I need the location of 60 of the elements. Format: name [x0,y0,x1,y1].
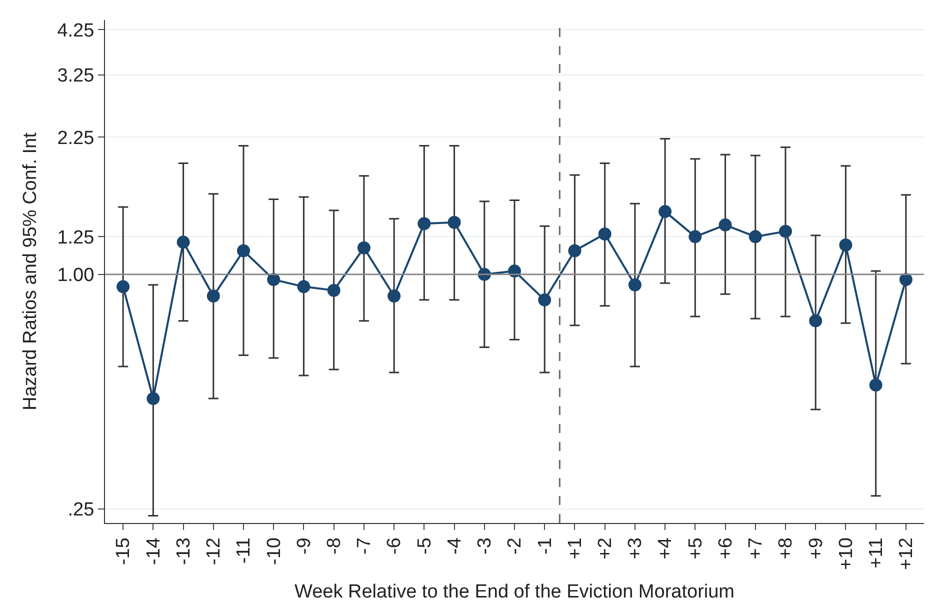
point [869,378,882,392]
point [748,230,762,244]
x-tick-label: -10 [264,538,285,566]
point [628,278,642,292]
y-tick-label: 1.00 [57,265,94,286]
point [538,293,552,306]
point [176,236,190,249]
point [418,217,431,230]
x-tick-label: -12 [204,538,225,566]
y-tick-label: 3.25 [57,66,94,87]
y-tick-label: .25 [68,500,94,521]
point [237,244,250,258]
point [357,241,370,254]
x-tick-label: +6 [715,538,736,560]
x-tick-label: +8 [776,538,797,560]
x-tick-label: -9 [294,538,315,555]
point [688,230,702,244]
point [778,224,792,238]
point [327,284,340,297]
x-tick-label: -15 [113,538,134,566]
x-tick-label: -14 [143,537,164,566]
x-tick-label: -7 [354,538,376,555]
x-axis-title: Week Relative to the End of the Eviction Moratorium [294,582,735,603]
x-tick-label: +9 [806,538,827,560]
x-tick-label: -1 [534,538,556,555]
x-tick-label: -3 [474,538,496,555]
x-tick-label: -13 [173,538,194,566]
point [448,216,461,229]
point [839,238,852,252]
point [598,227,612,240]
x-tick-label: +1 [564,538,586,560]
y-axis-title: Hazard Ratios and 95% Conf. Int [20,132,42,410]
point [809,314,822,328]
point [297,280,310,294]
x-tick-label: +10 [836,538,857,570]
x-tick-label: -11 [234,538,255,564]
x-tick-label: +5 [685,538,706,560]
x-tick-label: +3 [625,538,646,560]
point [899,273,912,286]
point [116,280,130,294]
point [146,392,160,406]
y-tick-label: 2.25 [57,128,94,149]
x-tick-label: -5 [414,538,436,555]
x-tick-label: +2 [595,538,616,560]
y-tick-label: 4.25 [57,20,94,42]
x-tick-label: +7 [746,538,767,560]
x-tick-label: -8 [324,538,346,555]
point [658,205,672,218]
x-tick-label: -2 [504,538,526,555]
x-tick-label: -4 [444,537,466,555]
x-tick-label: -6 [384,538,406,555]
x-tick-label: +12 [896,538,918,570]
x-tick-label: +4 [655,537,676,560]
point [206,290,220,303]
point [568,244,582,258]
y-tick-label: 1.25 [57,227,94,248]
point [267,273,280,286]
x-tick-label: +11 [866,538,887,568]
point [388,290,401,303]
point [718,218,732,232]
